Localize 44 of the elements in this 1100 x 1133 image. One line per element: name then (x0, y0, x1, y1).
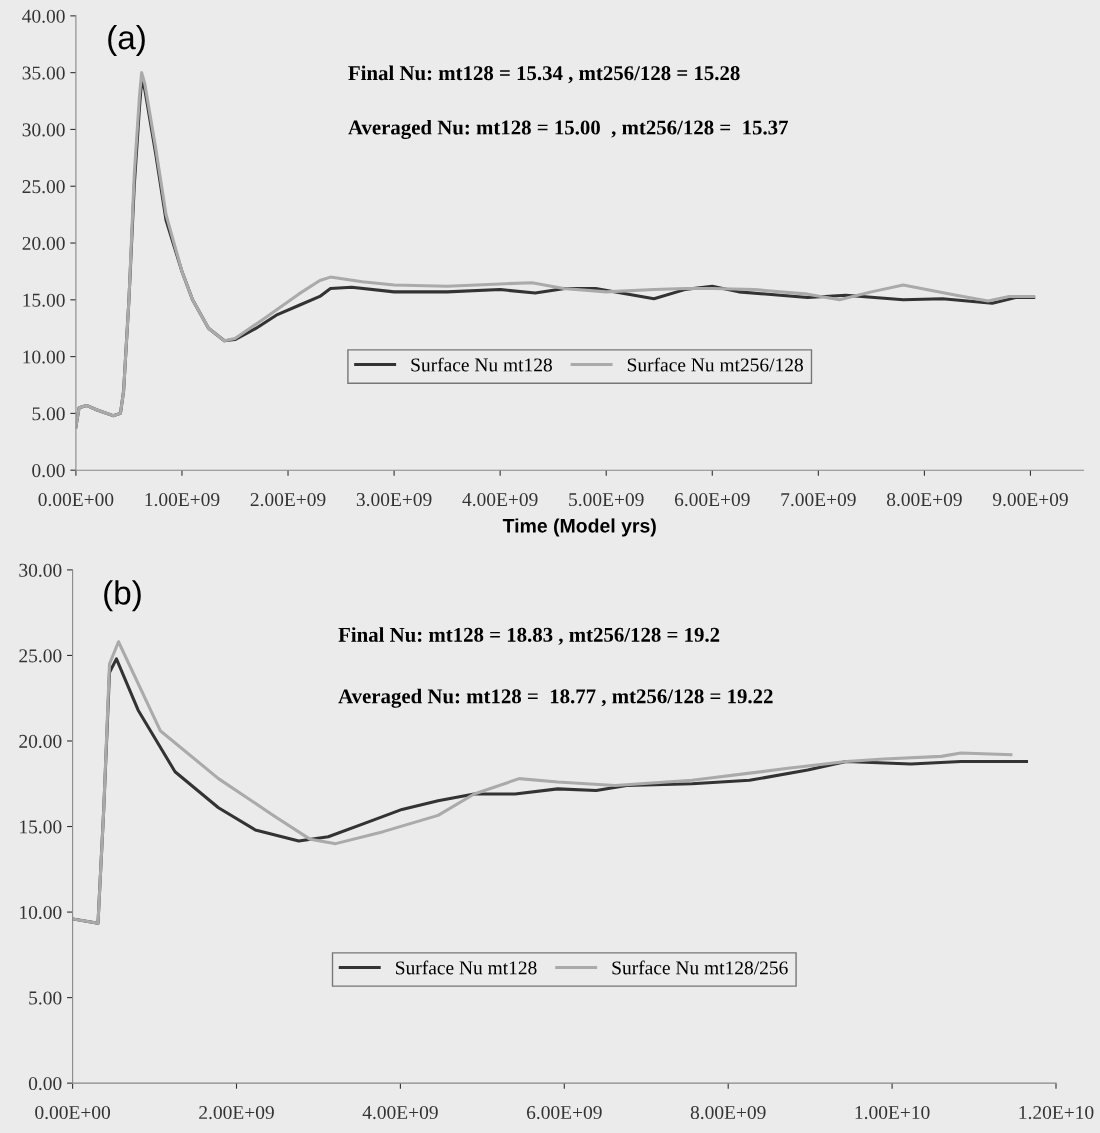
x-tick-label: 2.00E+09 (250, 492, 326, 507)
x-tick-label: 8.00E+09 (690, 1105, 766, 1120)
legend-label: Surface Nu mt128/256 (612, 960, 788, 975)
x-tick-label: 0.00E+00 (38, 492, 114, 507)
y-tick-label: 0.00 (32, 464, 65, 478)
y-tick-label: 20.00 (19, 734, 62, 748)
x-tick-label: 1.00E+09 (145, 492, 220, 507)
legend-label: Surface Nu mt128 (411, 357, 552, 372)
y-tick-label: 30.00 (19, 563, 62, 577)
x-tick-label: 5.00E+09 (569, 492, 644, 507)
x-axis-title: Time (Model yrs) (502, 518, 656, 537)
annotation: (b) (104, 580, 141, 612)
y-tick-label: 35.00 (22, 66, 65, 80)
x-tick-label: 1.00E+10 (855, 1105, 930, 1120)
y-tick-label: 25.00 (22, 180, 65, 194)
annotation: Averaged Nu: mt128 = 15.00 , mt256/128 = 15.37 (348, 119, 789, 139)
legend-label: Surface Nu mt256/128 (627, 357, 803, 372)
y-tick-label: 0.00 (28, 1076, 62, 1091)
x-tick-label: 6.00E+09 (674, 492, 750, 507)
x-tick-label: 4.00E+09 (362, 1105, 438, 1120)
x-tick-label: 6.00E+09 (526, 1105, 602, 1120)
y-tick-label: 5.00 (32, 407, 65, 421)
x-tick-label: 1.20E+10 (1019, 1105, 1094, 1120)
y-tick-label: 15.00 (23, 293, 65, 307)
x-tick-label: 4.00E+09 (462, 492, 538, 507)
annotation: (a) (108, 24, 145, 57)
y-tick-label: 5.00 (29, 991, 62, 1005)
annotation: Final Nu: mt128 = 15.34 , mt256/128 = 15.28 (348, 65, 740, 84)
x-tick-label: 8.00E+09 (886, 492, 962, 507)
legend-label: Surface Nu mt128 (396, 960, 537, 975)
y-tick-label: 10.00 (20, 905, 62, 920)
y-tick-label: 30.00 (22, 123, 65, 137)
x-tick-label: 0.00E+00 (35, 1105, 111, 1120)
y-tick-label: 20.00 (22, 236, 65, 251)
annotation: Final Nu: mt128 = 18.83 , mt256/128 = 19.2 (338, 627, 720, 645)
x-tick-label: 9.00E+09 (992, 492, 1068, 507)
y-tick-label: 10.00 (23, 350, 65, 364)
y-tick-label: 25.00 (19, 649, 62, 663)
x-tick-label: 7.00E+09 (781, 492, 856, 507)
x-tick-label: 3.00E+09 (356, 492, 432, 507)
x-tick-label: 2.00E+09 (199, 1105, 274, 1120)
y-tick-label: 15.00 (20, 820, 62, 834)
y-tick-label: 40.00 (22, 9, 65, 23)
annotation: Averaged Nu: mt128 = 18.77 , mt256/128 = 19.22 (338, 688, 773, 708)
